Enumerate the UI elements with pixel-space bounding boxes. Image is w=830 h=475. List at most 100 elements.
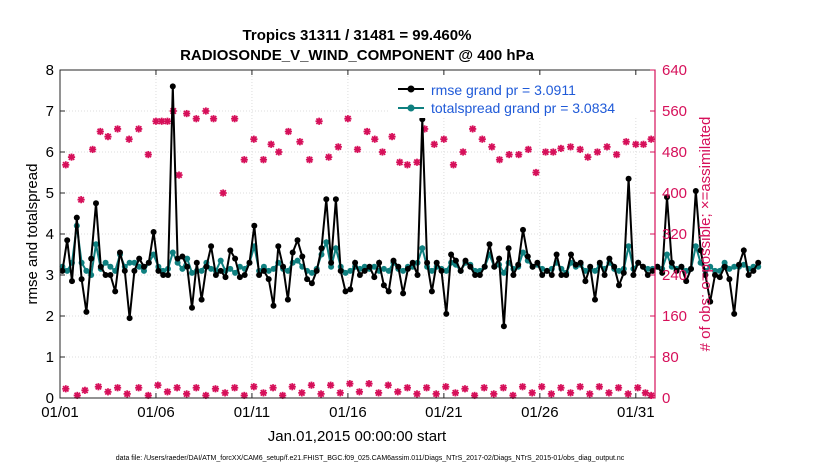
- obs-possible-marker: [175, 171, 183, 179]
- obs-assimilated-marker-stroke: [298, 389, 306, 397]
- rmse-point: [688, 265, 694, 272]
- obs-possible-marker: [505, 150, 513, 159]
- rmse-point: [145, 259, 152, 266]
- obs-assimilated-marker-stroke: [73, 392, 81, 399]
- totalspread-point: [400, 267, 407, 274]
- obs-possible-marker: [378, 148, 387, 156]
- totalspread-point: [107, 263, 114, 270]
- obs-possible-marker-stroke: [285, 128, 292, 135]
- totalspread-point: [260, 263, 267, 270]
- obs-assimilated-marker-stroke: [528, 389, 536, 397]
- rmse-point: [179, 253, 186, 260]
- obs-assimilated-marker-stroke: [81, 386, 89, 394]
- rmse-point: [208, 243, 215, 250]
- obs-assimilated-marker: [327, 381, 335, 389]
- rmse-point: [323, 196, 330, 203]
- obs-assimilated-marker: [451, 389, 459, 397]
- obs-assimilated-marker-stroke: [586, 390, 594, 398]
- rmse-point: [428, 288, 435, 295]
- obs-assimilated-marker-stroke: [500, 384, 507, 392]
- obs-possible-marker: [231, 115, 239, 123]
- obs-assimilated-marker: [269, 384, 277, 392]
- obs-possible-marker-stroke: [158, 117, 166, 125]
- y-axis-label-left: rmse and totalspread: [24, 164, 41, 305]
- obs-possible-marker-stroke: [192, 115, 200, 123]
- obs-possible-marker-stroke: [325, 153, 333, 161]
- rmse-point: [347, 286, 354, 293]
- x-tick-label: 01/16: [329, 404, 367, 421]
- totalspread-point: [361, 263, 368, 270]
- obs-assimilated-marker: [490, 390, 498, 398]
- obs-assimilated-marker: [595, 383, 603, 391]
- rmse-point: [697, 247, 704, 254]
- y-axis-label-right: # of obs: o=possible; ×=assimilated: [697, 117, 714, 352]
- rmse-point: [198, 296, 205, 303]
- obs-assimilated-marker: [104, 388, 112, 396]
- obs-assimilated-marker: [586, 390, 594, 398]
- rmse-point: [107, 272, 114, 278]
- rmse-point: [184, 263, 191, 270]
- totalspread-point: [169, 249, 176, 256]
- rmse-point: [260, 267, 267, 274]
- obs-assimilated-marker: [442, 383, 450, 391]
- rmse-point: [112, 288, 119, 295]
- obs-assimilated-marker-stroke: [394, 388, 402, 396]
- obs-assimilated-marker-stroke: [567, 389, 574, 397]
- legend-spread-marker: [407, 104, 415, 112]
- rmse-point: [668, 259, 675, 266]
- obs-assimilated-marker: [183, 390, 191, 398]
- rmse-point: [616, 282, 622, 289]
- rmse-point: [409, 259, 416, 266]
- y-left-tick-label: 8: [46, 62, 54, 79]
- totalspread-point: [332, 245, 339, 252]
- rmse-point: [481, 263, 488, 270]
- obs-possible-marker: [334, 143, 342, 151]
- obs-possible-marker-stroke: [164, 117, 171, 125]
- y-right-tick-label: 640: [662, 62, 687, 79]
- totalspread-point: [189, 269, 195, 276]
- obs-possible-marker: [363, 127, 371, 136]
- obs-assimilated-marker: [163, 388, 172, 396]
- x-tick-label: 01/06: [137, 404, 175, 421]
- rmse-point: [126, 315, 133, 322]
- obs-possible-marker-stroke: [152, 117, 160, 125]
- obs-possible-marker: [275, 148, 283, 156]
- obs-possible-marker-stroke: [363, 128, 371, 135]
- rmse-point: [736, 261, 742, 268]
- rmse-point: [121, 267, 128, 274]
- obs-assimilated-marker: [470, 391, 479, 400]
- obs-possible-marker: [163, 117, 172, 125]
- obs-assimilated-marker: [403, 384, 412, 392]
- obs-possible-marker: [459, 148, 467, 156]
- obs-possible-marker-stroke: [430, 140, 438, 148]
- rmse-point: [318, 245, 325, 252]
- obs-assimilated-marker-stroke: [642, 389, 649, 397]
- rmse-point: [155, 267, 162, 274]
- obs-possible-marker: [396, 158, 404, 166]
- obs-possible-marker: [158, 117, 166, 125]
- rmse-point: [212, 272, 219, 278]
- obs-possible-marker: [284, 127, 293, 136]
- rmse-point: [395, 263, 402, 270]
- legend-spread-label: totalspread grand pr = 3.0834: [431, 100, 615, 116]
- obs-assimilated-marker-stroke: [308, 381, 315, 389]
- obs-possible-marker: [549, 148, 557, 156]
- rmse-point: [160, 272, 167, 278]
- rmse-point: [510, 272, 517, 278]
- rmse-point: [726, 276, 733, 283]
- obs-assimilated-marker-stroke: [202, 392, 210, 399]
- obs-assimilated-marker: [211, 385, 220, 393]
- obs-possible-marker-stroke: [469, 125, 476, 133]
- totalspread-point: [150, 251, 157, 258]
- obs-possible-marker: [413, 158, 421, 166]
- totalspread-point: [712, 267, 718, 274]
- rmse-point: [284, 296, 291, 303]
- rmse-point: [654, 263, 661, 270]
- obs-assimilated-marker-stroke: [647, 392, 655, 399]
- obs-assimilated-marker: [94, 383, 102, 391]
- obs-assimilated-marker-stroke: [279, 392, 286, 399]
- obs-possible-marker-stroke: [404, 161, 411, 169]
- obs-possible-marker: [267, 140, 275, 148]
- rmse-point: [189, 304, 195, 311]
- rmse-point: [692, 188, 699, 194]
